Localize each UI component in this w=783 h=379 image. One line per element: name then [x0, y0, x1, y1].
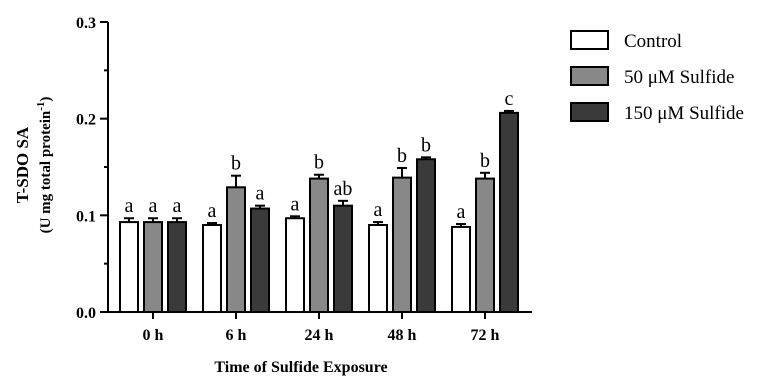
bar [475, 177, 495, 313]
bar [143, 221, 163, 314]
legend-swatch [570, 66, 609, 86]
bar [119, 221, 139, 314]
bar [368, 224, 388, 313]
significance-label: b [421, 134, 431, 156]
x-axis: 0 h 6 h 24 h 48 h 72 h [108, 311, 532, 344]
legend-swatch [570, 30, 609, 50]
significance-label: a [173, 195, 182, 217]
significance-label: a [374, 199, 383, 221]
bar [226, 186, 246, 313]
legend-label: 50 μM Sulfide [624, 67, 734, 88]
bar [333, 204, 353, 314]
significance-label: b [231, 153, 241, 175]
significance-label: b [314, 152, 324, 174]
bar [202, 224, 222, 313]
x-tick-label: 24 h [305, 327, 334, 344]
significance-label: b [480, 150, 490, 172]
significance-label: ab [334, 178, 353, 200]
legend: Control 50 μM Sulfide 150 μM Sulfide [570, 30, 744, 124]
significance-label: a [457, 201, 466, 223]
legend-label: 150 μM Sulfide [624, 103, 744, 124]
y-axis-label-line2: (U mg total protein-1) [35, 97, 54, 234]
significance-label: a [125, 195, 134, 217]
significance-label: a [208, 200, 217, 222]
significance-label: b [397, 145, 407, 167]
y-axis: 0.0 0.1 0.2 0.3 [76, 15, 109, 322]
y-axis-label-superscript: -1 [35, 102, 47, 111]
significance-label: a [291, 193, 300, 215]
x-tick-label: 72 h [471, 327, 500, 344]
y-tick-label: 0.1 [76, 208, 96, 225]
bar [250, 207, 270, 313]
significance-label: a [256, 183, 265, 205]
bar [167, 221, 187, 314]
bar [499, 111, 519, 313]
x-axis-label: Time of Sulfide Exposure [214, 359, 387, 376]
bar [416, 158, 436, 313]
x-tick-label: 0 h [143, 327, 164, 344]
bar [285, 217, 305, 314]
significance-label: a [149, 195, 158, 217]
y-tick-label: 0.2 [76, 112, 96, 129]
y-tick-label: 0.0 [76, 305, 96, 322]
y-tick-label: 0.3 [76, 15, 96, 32]
bar [392, 176, 412, 313]
bar [309, 177, 329, 313]
significance-label: c [505, 88, 514, 110]
y-axis-label-line1: T-SDO SA [13, 126, 32, 203]
y-axis-label-units: (U mg total protein [38, 110, 54, 233]
y-axis-label-close: ) [38, 97, 54, 102]
legend-label: Control [624, 31, 682, 52]
legend-swatch [570, 102, 609, 122]
x-tick-label: 48 h [388, 327, 417, 344]
x-tick-label: 6 h [226, 327, 247, 344]
bar [451, 225, 471, 313]
